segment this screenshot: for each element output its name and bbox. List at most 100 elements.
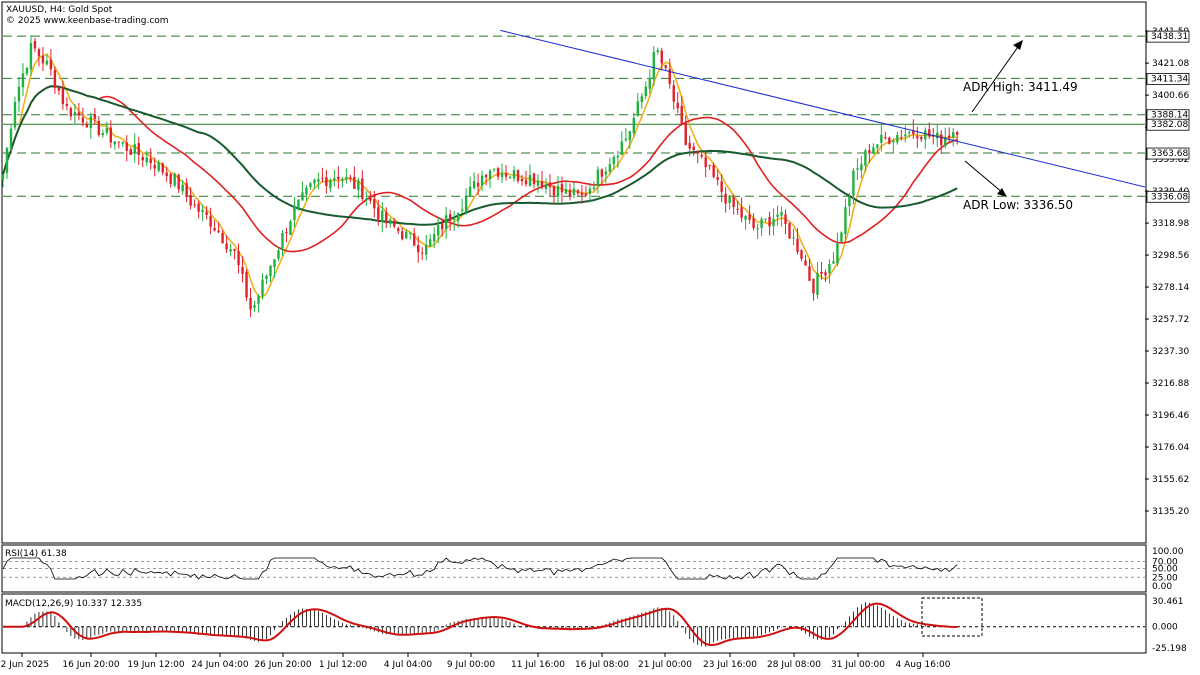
- candle-body: [816, 272, 819, 295]
- candle-body: [744, 216, 747, 220]
- candle-body: [620, 141, 624, 155]
- candle-body: [724, 193, 727, 204]
- candle-body: [892, 140, 895, 143]
- candle-body: [924, 130, 927, 140]
- candle-body: [209, 216, 212, 227]
- trendline-layer: [500, 29, 1146, 188]
- candle-body: [69, 108, 73, 117]
- candle-body: [33, 40, 37, 49]
- candle-body: [129, 148, 132, 155]
- candle-body: [361, 178, 364, 199]
- time-tick-label: 21 Jul 00:00: [638, 660, 692, 670]
- candle-body: [89, 116, 93, 128]
- time-tick-label: 9 Jul 00:00: [447, 660, 496, 670]
- candle-body: [956, 132, 959, 135]
- level-tag: [1146, 72, 1190, 85]
- candle-body: [137, 143, 140, 155]
- time-axis: 12 Jun 2025 16 Jun 20:00 19 Jun 12:00 24 Ju…: [0, 653, 951, 670]
- candle-body: [13, 102, 17, 128]
- candle-body: [29, 43, 33, 70]
- candle-body: [644, 86, 647, 97]
- candle-body: [429, 239, 432, 247]
- candle-body: [528, 174, 532, 186]
- candle-body: [73, 112, 77, 115]
- candle-body: [908, 131, 911, 133]
- candle-body: [293, 206, 296, 221]
- candle-body: [684, 122, 687, 145]
- candle-body: [516, 169, 520, 182]
- level-tag-label: 3382.08: [1151, 120, 1188, 130]
- candle-body: [401, 231, 404, 240]
- time-tick-label: 19 Jun 12:00: [127, 660, 184, 670]
- candle-body: [145, 157, 148, 163]
- candle-body: [828, 263, 831, 274]
- candle-body: [636, 101, 640, 116]
- time-tick-label: 4 Aug 16:00: [896, 660, 951, 670]
- candle-body: [664, 65, 667, 68]
- macd-pane-frame: [1, 593, 1147, 654]
- candle-body: [309, 183, 312, 188]
- level-tag-label: 3336.08: [1151, 192, 1188, 202]
- candle-body: [233, 248, 236, 251]
- candle-body: [544, 183, 548, 189]
- candle-body: [648, 77, 651, 89]
- candle-body: [337, 176, 340, 179]
- price-tick-label: 3237.30: [1152, 347, 1189, 357]
- candle-body: [496, 168, 500, 177]
- candle-body: [552, 186, 556, 196]
- macd-tick-label: -25.198: [1152, 644, 1187, 654]
- rsi-tick-label: 50.00: [1152, 565, 1178, 575]
- candle-body: [317, 179, 320, 182]
- price-tick-label: 3135.20: [1152, 507, 1189, 517]
- candle-body: [133, 144, 136, 154]
- candle-body: [49, 59, 53, 70]
- candle-body: [568, 189, 572, 197]
- candle-body: [425, 244, 428, 255]
- price-tick-label: 3278.14: [1152, 283, 1189, 293]
- candle-body: [632, 117, 636, 134]
- candle-body: [345, 176, 348, 180]
- candle-body: [868, 150, 871, 154]
- candle-body: [712, 165, 715, 177]
- macd-tick-label: 0.000: [1152, 623, 1178, 633]
- candle-body: [460, 209, 464, 211]
- candle-body: [732, 197, 735, 207]
- candle-body: [904, 134, 907, 137]
- candle-body: [65, 103, 69, 107]
- price-tick-label: 3318.98: [1152, 219, 1189, 229]
- rsi-pane-frame: [1, 544, 1147, 593]
- sma-fast-line: [2, 53, 958, 299]
- candle-body: [205, 211, 208, 215]
- adr-low-arrow: [964, 160, 1007, 197]
- candle-body: [848, 196, 851, 207]
- candle-body: [37, 49, 41, 57]
- candle-body: [556, 186, 560, 197]
- candle-body: [341, 178, 344, 181]
- candle-body: [668, 68, 671, 84]
- candle-body: [876, 144, 879, 148]
- candle-body: [456, 213, 460, 221]
- candle-body: [41, 55, 45, 64]
- candle-body: [740, 207, 743, 218]
- candle-body: [81, 117, 85, 123]
- trendline: [500, 29, 1146, 188]
- candle-body: [704, 157, 707, 168]
- candle-body: [588, 188, 592, 194]
- rsi-label: RSI(14) 61.38: [5, 549, 67, 559]
- price-tick-label: 3298.56: [1152, 251, 1189, 261]
- candle-body: [948, 135, 951, 138]
- adr-high-label: ADR High: 3411.49: [963, 80, 1078, 94]
- candle-body: [548, 182, 552, 188]
- rsi-line: [2, 557, 958, 580]
- candle-body: [832, 261, 835, 264]
- time-tick-label: 12 Jun 2025: [0, 660, 49, 670]
- candle-body: [245, 271, 248, 298]
- candle-body: [321, 178, 324, 180]
- time-tick-label: 23 Jul 16:00: [703, 660, 757, 670]
- level-tag-label: 3411.34: [1151, 74, 1188, 84]
- adr-low-label: ADR Low: 3336.50: [963, 198, 1073, 212]
- candle-body: [592, 187, 596, 189]
- time-tick-label: 24 Jun 04:00: [191, 660, 248, 670]
- candle-body: [928, 129, 931, 137]
- candle-body: [864, 150, 867, 166]
